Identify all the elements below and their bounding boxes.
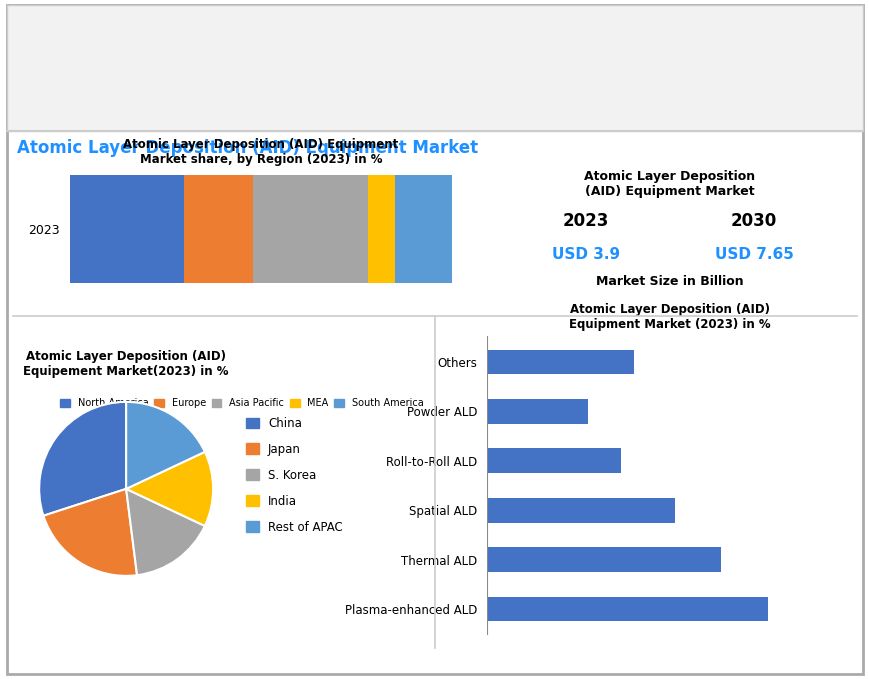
Circle shape [492, 18, 542, 118]
Title: Atomic Layer Deposition (AID)
Equipment Market (2023) in %: Atomic Layer Deposition (AID) Equipment … [568, 303, 770, 331]
Bar [70, 175, 184, 283]
Text: 🔥: 🔥 [511, 59, 523, 78]
Wedge shape [126, 402, 204, 489]
Circle shape [139, 45, 216, 92]
Bar [184, 175, 253, 283]
Wedge shape [126, 489, 204, 575]
Bar [487, 597, 767, 621]
Title: Atomic Layer Deposition (AID)
Equipement Market(2023) in %: Atomic Layer Deposition (AID) Equipement… [23, 350, 229, 378]
Wedge shape [39, 402, 126, 516]
Bar [487, 399, 587, 424]
Bar [395, 175, 452, 283]
Text: 2030: 2030 [730, 212, 776, 230]
Bar [487, 350, 634, 374]
Wedge shape [126, 452, 213, 526]
Text: Asia Pacific Market Accounted
largest share in the Global
Market: Asia Pacific Market Accounted largest sh… [248, 50, 448, 92]
Text: 2023: 2023 [562, 212, 608, 230]
Text: MMR: MMR [104, 59, 158, 78]
Bar [487, 498, 673, 523]
Text: Atomic Layer Deposition
(AID) Equipment Market: Atomic Layer Deposition (AID) Equipment … [584, 170, 754, 198]
Legend: North America, Europe, Asia Pacific, MEA, South America: North America, Europe, Asia Pacific, MEA… [60, 399, 423, 409]
Text: Global Market to grow at a
CAGR of 10.1 % during 2024-
2030: Global Market to grow at a CAGR of 10.1 … [622, 67, 794, 110]
Text: 10.1 % CAGR: 10.1 % CAGR [653, 39, 763, 55]
Text: Market Size in Billion: Market Size in Billion [595, 275, 743, 289]
Wedge shape [43, 489, 137, 576]
Bar [253, 175, 368, 283]
Bar [487, 448, 620, 473]
Text: Atomic Layer Deposition (AID) Equipment Market: Atomic Layer Deposition (AID) Equipment … [17, 139, 478, 157]
Circle shape [5, 40, 96, 97]
Text: ⚡: ⚡ [170, 60, 183, 77]
Text: USD 3.9: USD 3.9 [551, 247, 619, 262]
Bar [368, 175, 395, 283]
Text: USD 7.65: USD 7.65 [713, 247, 793, 262]
Legend: China, Japan, S. Korea, India, Rest of APAC: China, Japan, S. Korea, India, Rest of A… [241, 412, 347, 538]
Title: Atomic Layer Deposition (AID) Equipment
Market share, by Region (2023) in %: Atomic Layer Deposition (AID) Equipment … [123, 138, 398, 166]
Bar [487, 547, 720, 572]
